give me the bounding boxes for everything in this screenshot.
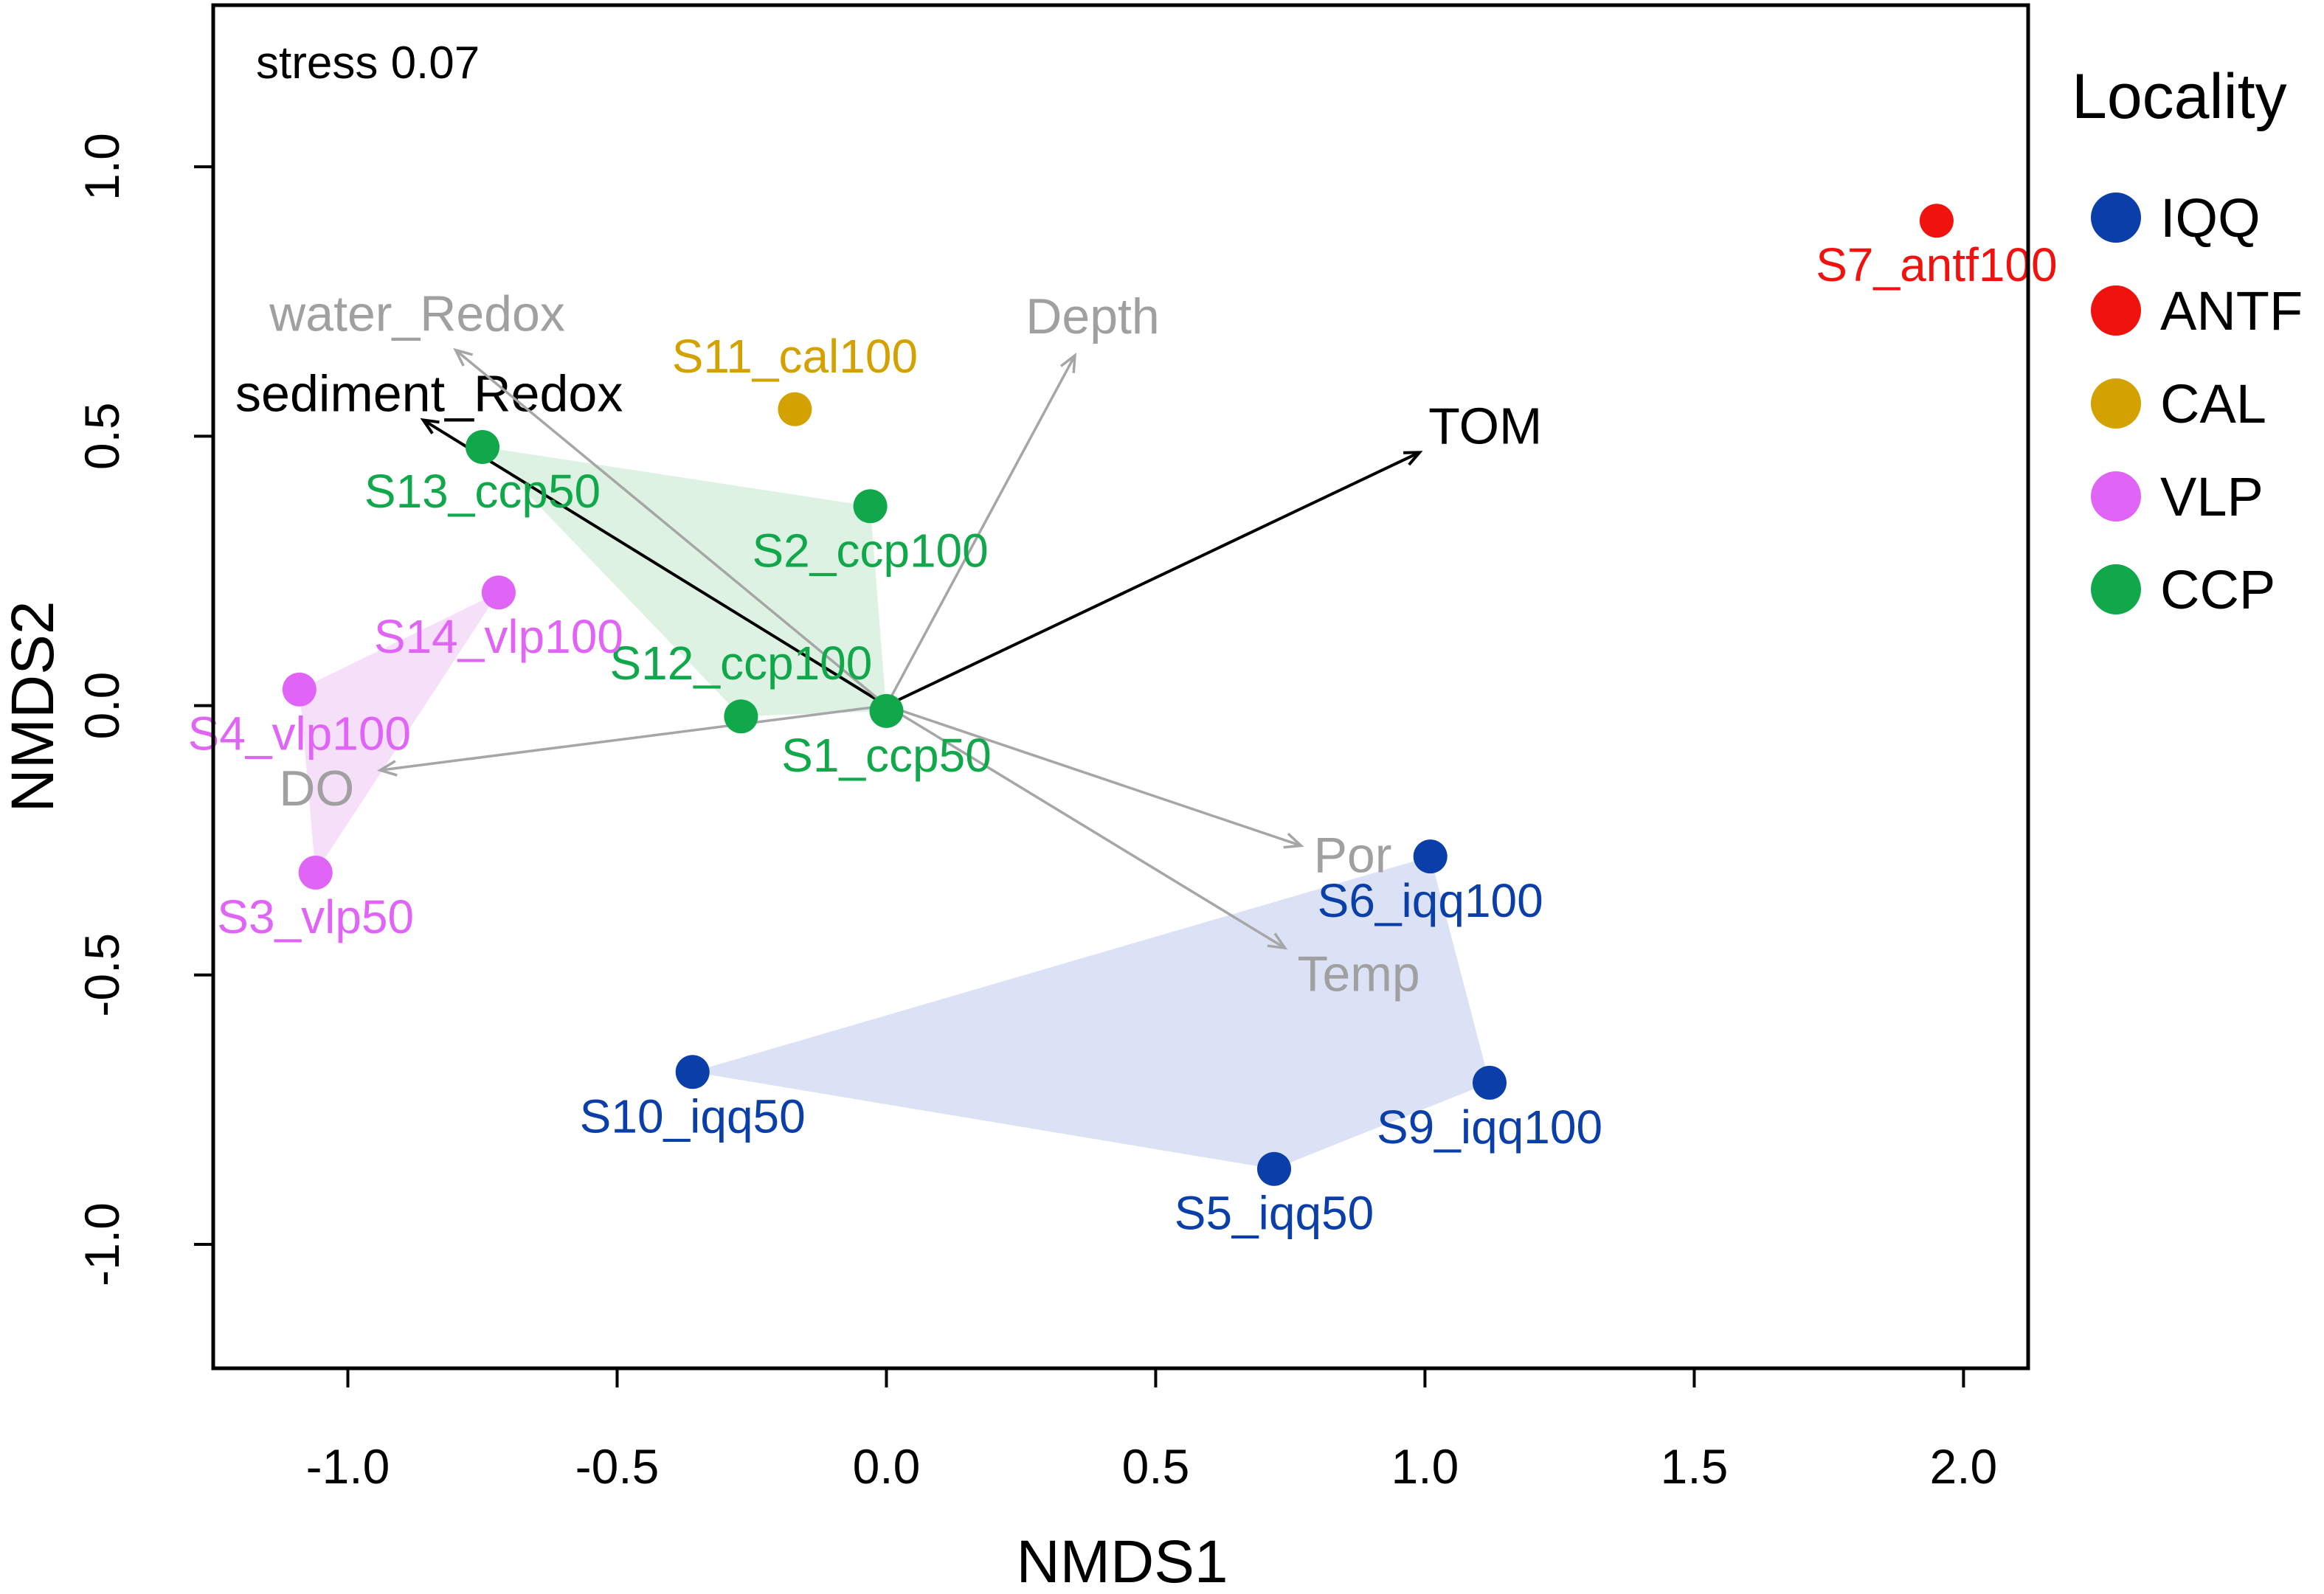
vector-label-sediment-redox: sediment_Redox <box>235 364 623 422</box>
point-s12-ccp100 <box>724 699 758 734</box>
point-label-s1-ccp50: S1_ccp50 <box>781 729 992 782</box>
vector-line-water-redox <box>454 349 888 707</box>
legend-label-vlp: VLP <box>2160 466 2264 527</box>
point-s14-vlp100 <box>481 575 516 610</box>
legend-label-antf: ANTF <box>2160 280 2303 342</box>
x-tick-label: 1.5 <box>1661 1439 1729 1494</box>
vector-head-sediment-redox <box>420 417 440 434</box>
point-s13-ccp50 <box>466 430 499 464</box>
point-label-s2-ccp100: S2_ccp100 <box>752 524 988 577</box>
vector-label-tom: TOM <box>1428 397 1542 454</box>
point-s9-iqq100 <box>1473 1065 1507 1100</box>
legend-swatch-cal <box>2091 378 2141 429</box>
vector-head-water-redox <box>453 347 474 367</box>
environment-vectors: TOM sediment_Redox water_Redox Depth DO Por Te… <box>235 286 1542 1002</box>
point-label-s12-ccp100: S12_ccp100 <box>609 637 872 690</box>
point-label-s4-vlp100: S4_vlp100 <box>188 707 411 760</box>
x-tick-label: 0.0 <box>853 1439 921 1494</box>
vector-label-water-redox: water_Redox <box>269 286 565 342</box>
y-tick-label: 0.5 <box>75 402 129 470</box>
y-axis-title: NMDS2 <box>0 600 66 812</box>
x-axis: -1.0 -0.5 0.0 0.5 1.0 1.5 2.0 <box>306 1367 1998 1494</box>
vector-do: DO <box>279 704 887 817</box>
y-tick-label: 0.0 <box>75 672 129 740</box>
point-s11-cal100 <box>778 392 812 426</box>
legend-title: Locality <box>2072 61 2287 132</box>
point-s7-antf100 <box>1919 204 1954 238</box>
x-tick-label: -1.0 <box>306 1439 390 1494</box>
vector-label-depth: Depth <box>1026 288 1159 344</box>
hull-iqq <box>692 856 1490 1169</box>
legend-swatch-iqq <box>2091 193 2141 243</box>
plot-frame <box>211 3 2030 1371</box>
vector-temp: Temp <box>885 704 1420 1002</box>
y-tick-label: -1.0 <box>75 1202 129 1286</box>
vector-line-tom <box>885 451 1420 707</box>
vector-tom: TOM <box>885 397 1542 707</box>
sample-points <box>282 204 1954 1186</box>
point-label-s3-vlp50: S3_vlp50 <box>217 890 414 943</box>
point-label-s5-iqq50: S5_iqq50 <box>1175 1187 1374 1240</box>
vector-label-temp: Temp <box>1297 946 1419 1002</box>
vector-line-depth <box>885 354 1076 707</box>
point-label-s14-vlp100: S14_vlp100 <box>374 610 623 663</box>
legend-label-iqq: IQQ <box>2160 187 2261 249</box>
point-label-s13-ccp50: S13_ccp50 <box>364 465 601 518</box>
legend-label-ccp: CCP <box>2160 559 2275 620</box>
vector-head-por <box>1283 832 1304 849</box>
legend-swatch-vlp <box>2091 471 2141 521</box>
legend-swatch-antf <box>2091 285 2141 336</box>
vector-sediment-redox: sediment_Redox <box>235 364 888 707</box>
x-tick-label: 2.0 <box>1930 1439 1998 1494</box>
point-label-s9-iqq100: S9_iqq100 <box>1377 1101 1602 1154</box>
vector-line-do <box>380 704 887 772</box>
vector-head-tom <box>1403 451 1423 466</box>
y-axis: -1.0 -0.5 0.0 0.5 1.0 <box>75 133 213 1286</box>
x-tick-label: -0.5 <box>575 1439 660 1494</box>
point-s10-iqq50 <box>675 1055 710 1089</box>
point-label-s10-iqq50: S10_iqq50 <box>580 1089 806 1143</box>
legend: Locality IQQ ANTF CAL VLP CCP <box>2072 61 2303 620</box>
x-tick-label: 1.0 <box>1391 1439 1459 1494</box>
vector-head-temp <box>1267 932 1288 950</box>
sample-labels: S7_antf100 S11_cal100 S13_ccp50 S2_ccp100 S1… <box>188 238 2058 1240</box>
vector-water-redox: water_Redox <box>269 286 888 707</box>
point-s2-ccp100 <box>853 489 888 524</box>
vector-line-temp <box>885 704 1286 949</box>
vector-line-por <box>885 704 1302 848</box>
vector-label-por: Por <box>1314 828 1392 884</box>
point-s5-iqq50 <box>1257 1151 1291 1186</box>
point-s4-vlp100 <box>282 672 317 707</box>
legend-swatch-ccp <box>2091 564 2141 614</box>
x-tick-label: 0.5 <box>1122 1439 1190 1494</box>
vector-depth: Depth <box>885 288 1160 707</box>
vector-label-do: DO <box>279 760 354 817</box>
legend-label-cal: CAL <box>2160 373 2266 434</box>
vector-por: Por <box>885 704 1392 884</box>
vector-line-sediment-redox <box>422 418 888 707</box>
point-label-s11-cal100: S11_cal100 <box>672 330 918 383</box>
stress-annotation: stress 0.07 <box>256 38 480 89</box>
point-s6-iqq100 <box>1413 839 1448 874</box>
x-axis-title: NMDS1 <box>1016 1528 1228 1594</box>
point-label-s7-antf100: S7_antf100 <box>1816 238 2057 291</box>
y-tick-label: 1.0 <box>75 133 129 201</box>
hull-vlp <box>299 592 499 873</box>
y-tick-label: -0.5 <box>75 933 129 1017</box>
point-s3-vlp50 <box>298 856 333 890</box>
point-label-s6-iqq100: S6_iqq100 <box>1318 874 1543 927</box>
vector-head-depth <box>1059 353 1077 373</box>
vector-head-do <box>377 760 398 777</box>
point-s1-ccp50 <box>869 693 904 728</box>
